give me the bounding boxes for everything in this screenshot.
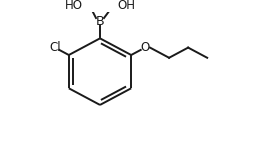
Text: O: O: [140, 41, 150, 54]
Text: OH: OH: [118, 0, 135, 12]
Text: B: B: [96, 15, 104, 28]
Text: HO: HO: [64, 0, 82, 12]
Text: Cl: Cl: [49, 41, 61, 54]
